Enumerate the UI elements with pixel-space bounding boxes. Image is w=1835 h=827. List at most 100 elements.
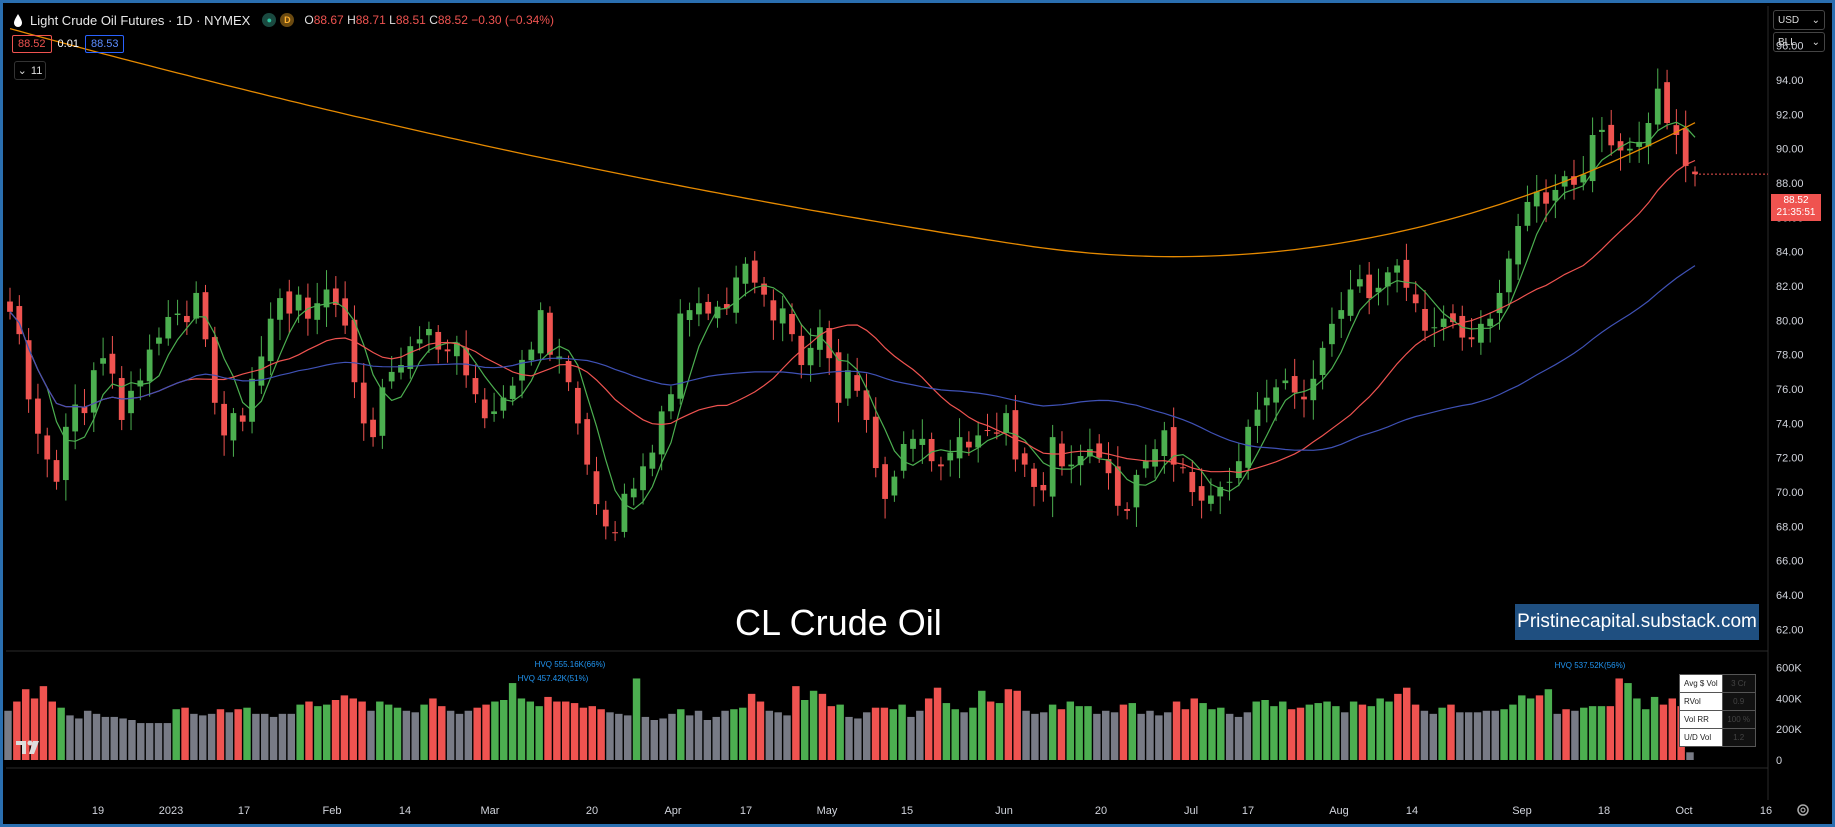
candle-body [1273,387,1279,403]
candle-body [928,438,935,462]
candle-body [1608,124,1615,146]
volume-bar [1332,706,1340,760]
volume-bar [1438,707,1446,760]
volume-bar [1110,712,1119,760]
volume-bar [1163,712,1172,760]
candle-body [584,419,591,465]
symbol-title[interactable]: Light Crude Oil Futures · 1D · NYMEX [30,12,251,28]
candle-body [602,509,609,527]
candle-body [1599,129,1605,132]
interval-badge[interactable]: D [280,13,295,27]
gear-icon[interactable] [1796,803,1810,817]
volume-bar [500,700,508,760]
volume-bar [1615,678,1623,760]
volume-annotation: HVQ 457.42K(51%) [518,674,589,683]
y-tick-label: 70.00 [1776,487,1804,499]
candle-body [1310,378,1317,401]
volume-bar [597,709,605,760]
buy-price-button[interactable]: 88.53 [84,35,125,53]
candle-body [1124,508,1131,511]
unit-select[interactable]: BLL ⌄ [1773,32,1825,52]
candle-body [1636,141,1643,147]
candle-body [789,313,795,335]
candle-body [156,337,162,344]
candle-body [239,415,246,422]
candle-body [277,298,283,320]
candle-body [211,337,218,403]
volume-bar [1376,698,1384,760]
volume-bar [261,713,269,760]
candle-body [435,331,442,350]
candle-body [1626,148,1633,151]
volume-bar [1394,693,1402,760]
candle-body [863,390,870,420]
volume-bar [535,706,543,760]
stat-label: Vol RR [1679,710,1723,729]
volume-bar [765,710,774,760]
sell-price-button[interactable]: 88.52 [12,35,52,53]
spread-value: 0.01 [57,38,79,50]
candle-body [90,370,97,413]
volume-bar [207,713,216,760]
volume-bar [544,696,552,760]
volume-bar [1279,701,1287,760]
volume-bar [606,712,614,760]
candle-body [910,438,916,449]
indicator-count: 11 [30,64,43,77]
volume-bar [145,723,154,760]
volume-bar [942,703,951,760]
candle-body [891,476,898,496]
volume-bar [756,701,765,760]
candle-body [1338,310,1345,319]
candle-body [733,277,740,313]
candle-body [547,312,553,355]
candle-body [640,466,646,491]
volume-bar [1544,689,1553,760]
candle-body [1384,272,1391,287]
volume-bar [986,701,995,760]
volume-bar [163,723,172,760]
volume-bar [1287,709,1296,760]
candle-body [1347,289,1354,316]
currency-select[interactable]: USD ⌄ [1773,10,1825,30]
candle-body [714,306,721,319]
stats-row: U/D Vol 1.2 [1679,728,1756,747]
volume-bar [402,710,411,760]
volume-bar [322,704,331,760]
candle-body [1533,191,1540,207]
y-tick-label: 82.00 [1776,281,1804,293]
volume-bar [632,678,641,760]
candle-body [723,304,730,309]
volume-bar [66,715,74,760]
volume-bar [818,693,827,760]
candle-body [137,380,144,387]
candle-body [388,371,395,382]
volume-annotation: HVQ 555.16K(66%) [535,660,606,669]
volume-bar [933,687,942,760]
candle-body [193,292,200,319]
candle-body [872,416,879,469]
volume-bar [48,701,56,760]
candle-body [826,328,833,359]
eye-icon[interactable]: ● [262,13,277,27]
x-tick-label: Jun [995,805,1013,817]
indicators-collapse-button[interactable]: ⌄ 11 [14,61,46,80]
candle-body [342,298,349,326]
current-price-tag: 88.52 21:35:51 [1771,194,1821,221]
volume-bar [783,715,791,760]
candle-body [1319,347,1326,376]
volume-bar [1084,706,1092,760]
volume-bar [1093,713,1101,760]
volume-bar [1571,710,1579,760]
stat-label: U/D Vol [1679,728,1723,747]
candle-body [844,370,851,399]
watermark-link[interactable]: Pristinecapital.substack.com [1515,604,1759,640]
volume-bar [464,710,473,760]
bar-countdown: 21:35:51 [1776,207,1816,218]
candle-body [100,358,106,364]
candle-body [1198,486,1205,501]
candle-body [202,292,209,340]
volume-bar [234,709,242,760]
high-label: H [347,13,356,27]
